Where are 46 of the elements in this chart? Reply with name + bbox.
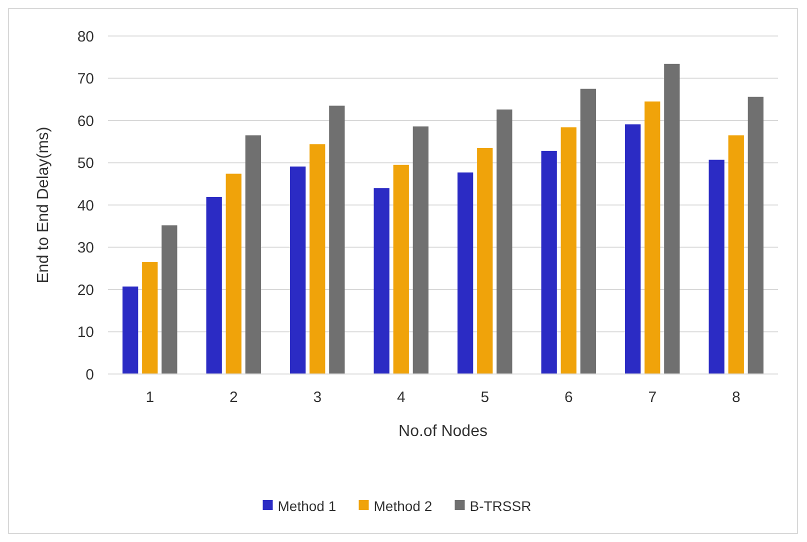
y-tick-label: 60 <box>77 112 94 130</box>
bar <box>122 286 138 374</box>
x-tick-label: 4 <box>396 389 406 406</box>
bar <box>580 88 596 374</box>
bar <box>142 262 158 374</box>
bar <box>290 166 306 374</box>
bar <box>458 172 474 374</box>
x-tick-label: 8 <box>732 389 740 406</box>
legend-label: Method 2 <box>374 498 432 514</box>
x-axis-title: No.of Nodes <box>398 423 488 440</box>
x-tick-label: 7 <box>648 389 657 406</box>
y-tick-label: 80 <box>77 28 94 46</box>
x-tick-label: 3 <box>313 389 322 406</box>
y-tick-label: 10 <box>77 324 94 341</box>
bar <box>245 135 261 374</box>
y-tick-label: 20 <box>77 282 94 299</box>
bar <box>625 124 641 374</box>
x-tick-label: 6 <box>564 389 573 406</box>
bar <box>329 106 345 374</box>
bar <box>374 188 390 374</box>
bar <box>310 144 326 374</box>
legend-label: B-TRSSR <box>470 498 532 514</box>
bar <box>560 127 576 374</box>
y-tick-label: 70 <box>77 70 94 88</box>
y-tick-label: 0 <box>86 366 94 384</box>
bar <box>226 174 242 374</box>
legend-label: Method 1 <box>278 498 336 514</box>
bar <box>541 150 557 374</box>
bar <box>748 96 764 374</box>
bar <box>708 160 724 374</box>
x-tick-label: 1 <box>146 389 154 406</box>
bar <box>477 148 493 374</box>
y-tick-label: 50 <box>77 155 94 172</box>
bar <box>644 101 660 374</box>
bar <box>162 225 178 374</box>
x-tick-label: 5 <box>480 389 490 406</box>
y-axis-title: End to End Delay(ms) <box>35 126 52 284</box>
y-tick-label: 40 <box>77 197 94 214</box>
y-tick-label: 30 <box>77 240 94 256</box>
bar <box>728 135 744 374</box>
bar <box>496 110 512 374</box>
bar <box>664 64 680 374</box>
x-tick-label: 2 <box>229 389 238 406</box>
bar <box>206 196 222 374</box>
bar <box>393 164 409 374</box>
bar <box>412 126 428 374</box>
